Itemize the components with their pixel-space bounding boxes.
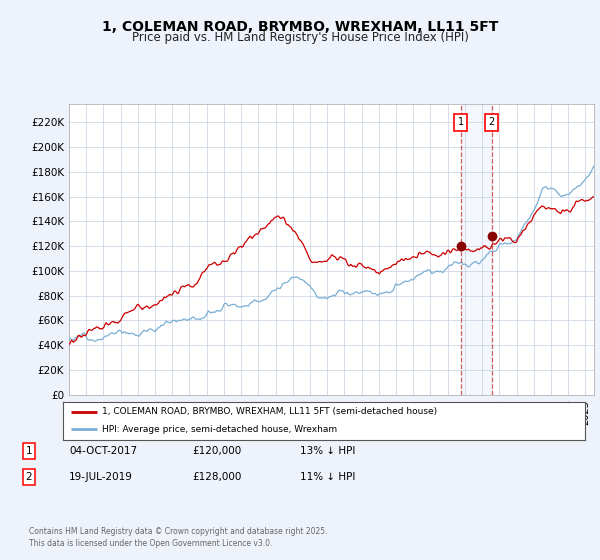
Text: 2: 2 [488, 117, 495, 127]
Text: 11% ↓ HPI: 11% ↓ HPI [300, 472, 355, 482]
Text: HPI: Average price, semi-detached house, Wrexham: HPI: Average price, semi-detached house,… [102, 425, 337, 434]
Text: 1, COLEMAN ROAD, BRYMBO, WREXHAM, LL11 5FT: 1, COLEMAN ROAD, BRYMBO, WREXHAM, LL11 5… [102, 20, 498, 34]
Text: Contains HM Land Registry data © Crown copyright and database right 2025.
This d: Contains HM Land Registry data © Crown c… [29, 527, 328, 548]
Text: £128,000: £128,000 [192, 472, 241, 482]
Text: 2: 2 [25, 472, 32, 482]
Text: 1, COLEMAN ROAD, BRYMBO, WREXHAM, LL11 5FT (semi-detached house): 1, COLEMAN ROAD, BRYMBO, WREXHAM, LL11 5… [102, 407, 437, 416]
Text: 1: 1 [25, 446, 32, 456]
Bar [461, 104, 491, 395]
Text: 04-OCT-2017: 04-OCT-2017 [69, 446, 137, 456]
Text: 19-JUL-2019: 19-JUL-2019 [69, 472, 133, 482]
Text: £120,000: £120,000 [192, 446, 241, 456]
Text: Price paid vs. HM Land Registry's House Price Index (HPI): Price paid vs. HM Land Registry's House … [131, 31, 469, 44]
Text: 13% ↓ HPI: 13% ↓ HPI [300, 446, 355, 456]
Text: 1: 1 [458, 117, 464, 127]
